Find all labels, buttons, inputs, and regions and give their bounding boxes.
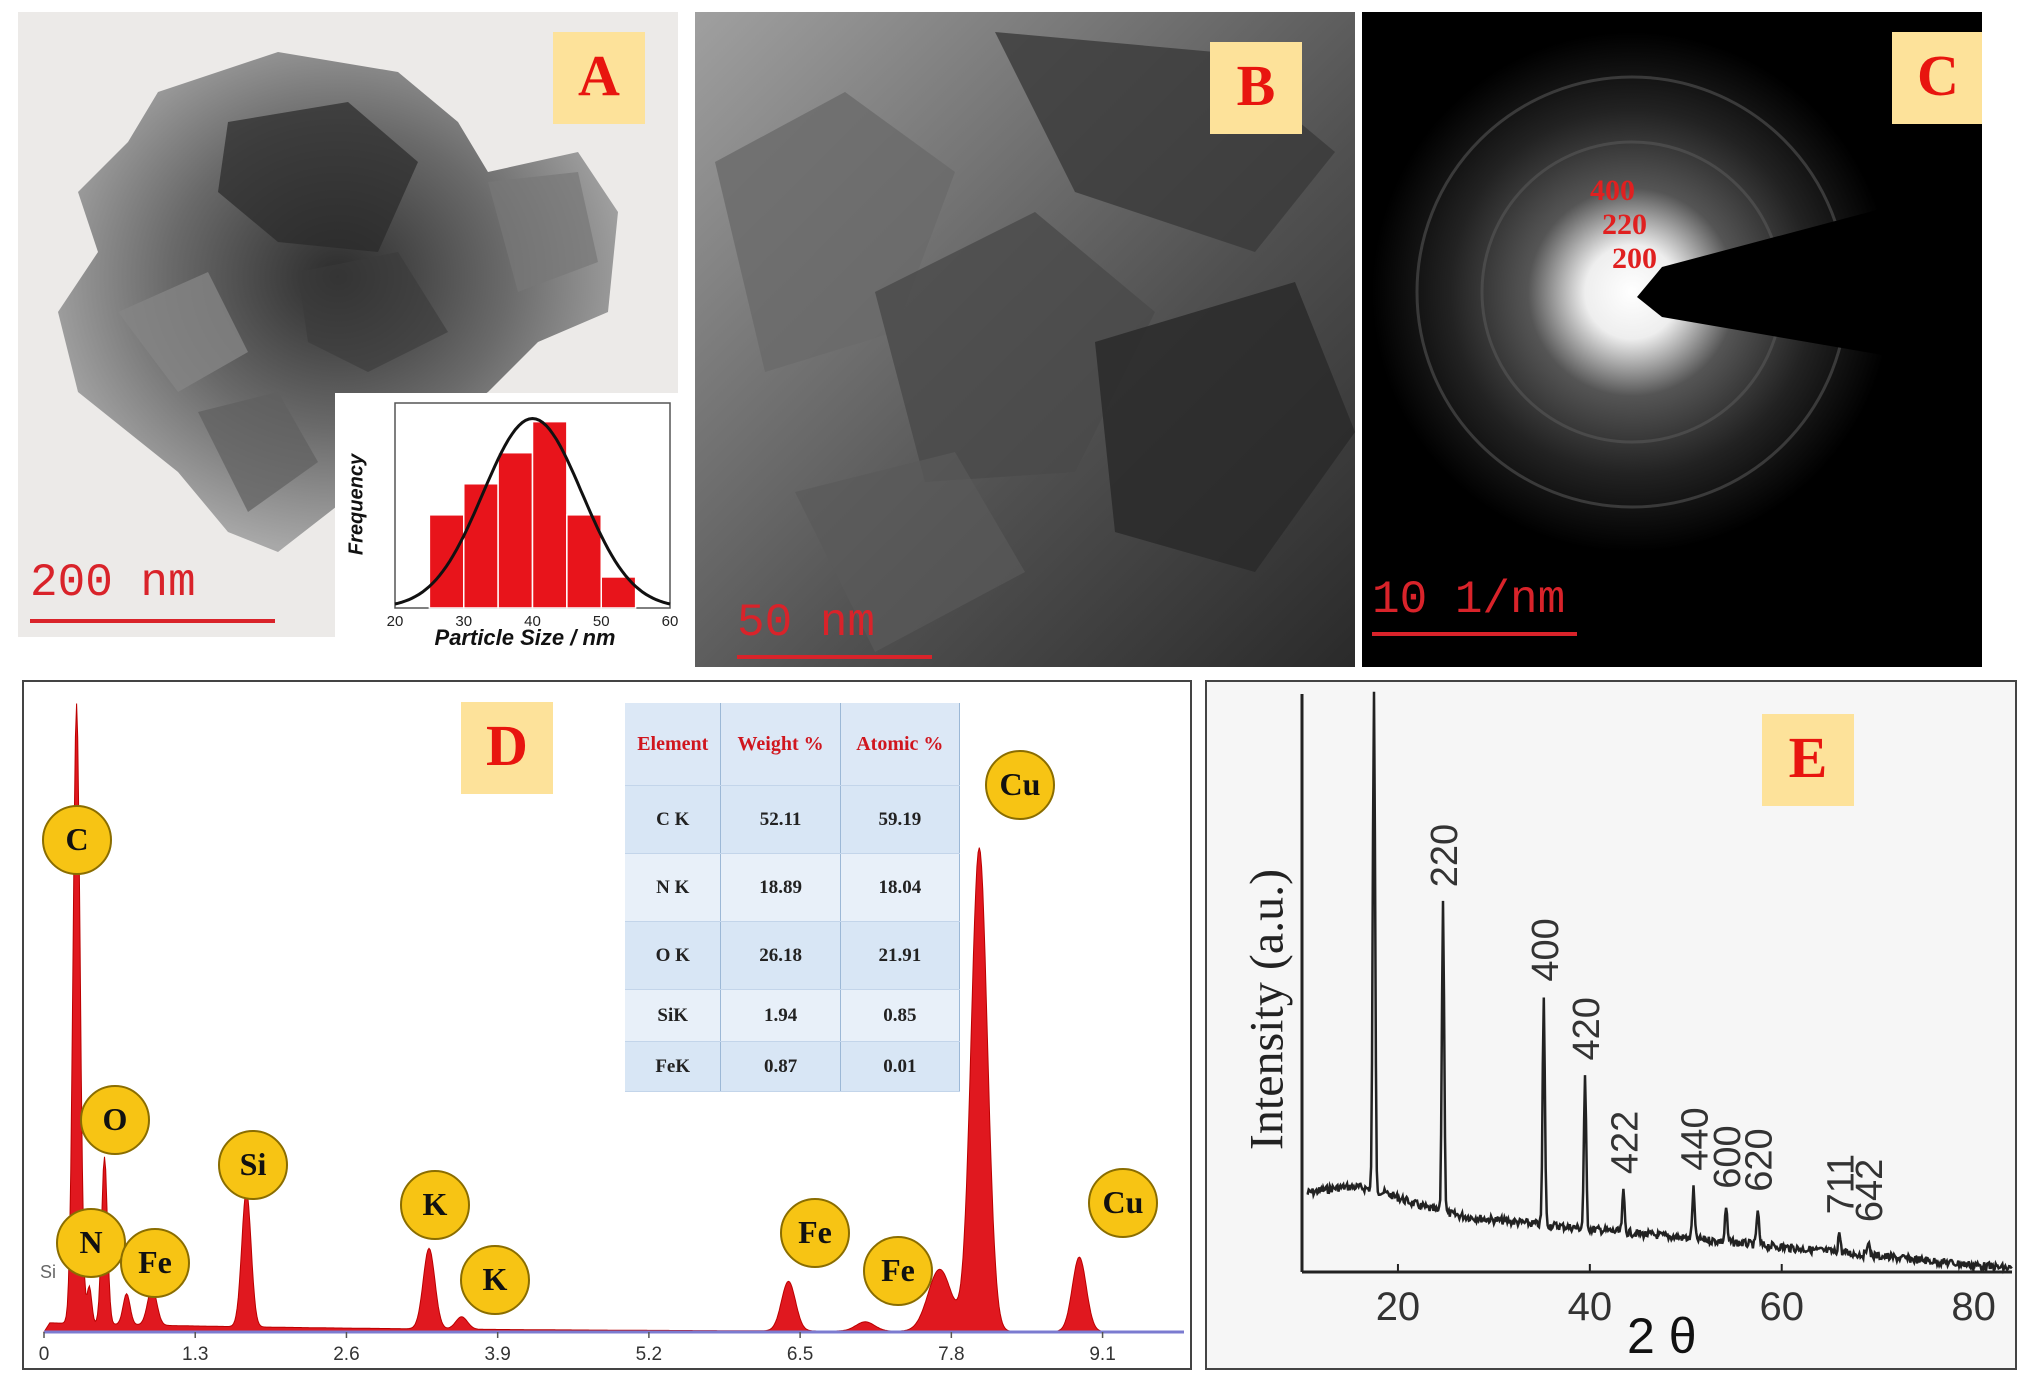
ring-label-200: 200 [1612,242,1657,275]
eds-tick-label: 1.3 [182,1344,208,1365]
xrd-peak-label: 422 [1604,1111,1646,1174]
eds-tick-label: 5.2 [636,1344,662,1365]
xrd-peak-label: 220 [1424,824,1466,887]
eds-spectrum-area [43,703,1127,1333]
histogram-bar [463,483,499,609]
xrd-peak-label: 420 [1566,997,1608,1060]
table-row: O K 26.18 21.91 [625,921,961,990]
diffraction-pattern [1372,32,1982,552]
table-cell: 21.91 [840,921,961,990]
table-cell: 59.19 [840,785,961,854]
table-cell: 0.01 [840,1041,961,1092]
xrd-peak-label: 711 [1820,1154,1862,1215]
scale-bar-label-b: 50 nm [737,597,876,649]
histogram-xlabel: Particle Size / nm [434,625,616,650]
xrd-peak-label: 440 [1674,1107,1716,1170]
table-cell: 52.11 [720,785,841,854]
table-row: FeK 0.87 0.01 [625,1041,961,1092]
eds-tick-label: 0 [39,1344,50,1365]
xrd-peak-label: 600 [1707,1125,1749,1188]
xrd-peak-label: 620 [1739,1128,1781,1191]
table-cell: FeK [625,1041,722,1092]
eds-composition-table: Element Weight % Atomic % C K 52.11 59.1… [625,703,961,1092]
xrd-ylabel: Intensity (a.u.) [1240,868,1294,1151]
histogram-tick-label: 40 [524,613,541,630]
eds-tick-label: 6.5 [787,1344,813,1365]
xrd-tick-label: 80 [1951,1285,1996,1329]
scale-bar-label-c: 10 1/nm [1372,574,1566,626]
peak-label-o: O [80,1085,150,1155]
scale-bar-label-a: 200 nm [30,557,196,609]
xrd-tick-label: 20 [1376,1285,1421,1329]
table-row: SiK 1.94 0.85 [625,989,961,1042]
eds-tick-label: 7.8 [938,1344,964,1365]
table-cell: 0.85 [840,989,961,1042]
eds-tick-label: 3.9 [484,1344,510,1365]
peak-label-fe-2: Fe [780,1198,850,1268]
histogram-tick-label: 20 [387,613,404,630]
histogram-bar [497,451,534,609]
table-cell: C K [625,785,722,854]
panel-c: C 400 220 200 10 1/nm [1362,12,1982,667]
panel-label-e: E [1762,714,1854,806]
table-cell: 18.04 [840,853,961,922]
histogram-tick-label: 60 [662,613,679,630]
table-row: N K 18.89 18.04 [625,853,961,922]
tem-image-a [58,52,618,552]
peak-label-c: C [42,805,112,875]
scale-bar-b [737,655,932,659]
table-row: C K 52.11 59.19 [625,785,961,854]
table-header-atomic: Atomic % [840,703,961,786]
table-cell: 1.94 [720,989,841,1042]
size-histogram-inset: 20 30 40 50 60 Frequency Particle Size / nm [335,393,680,660]
xrd-tick-label: 60 [1759,1285,1804,1329]
xrd-peak-label: 642 [1849,1159,1891,1222]
table-cell: 0.87 [720,1041,841,1092]
table-header-element: Element [625,703,722,786]
panel-label-c: C [1892,32,1982,124]
xrd-xlabel: 2 θ [1627,1308,1697,1364]
panel-label-b: B [1210,42,1302,134]
xrd-peak-label: 400 [1525,918,1567,981]
table-cell: 26.18 [720,921,841,990]
table-cell: 18.89 [720,853,841,922]
histogram-tick-label: 30 [455,613,472,630]
histogram-ylabel: Frequency [345,453,368,556]
table-cell: O K [625,921,722,990]
eds-tick-label: 2.6 [333,1344,359,1365]
histogram-tick-label: 50 [593,613,610,630]
panel-a: A 200 nm [18,12,678,637]
xrd-trace [1306,691,2013,1275]
peak-label-cu-1: Cu [985,750,1055,820]
peak-label-fe-1: Fe [120,1228,190,1298]
peak-label-k-1: K [400,1170,470,1240]
panel-label-a: A [553,32,645,124]
histogram-chart: 20 30 40 50 60 [387,402,679,630]
histogram-bar [428,514,465,609]
histogram-bar [566,514,602,609]
histogram-fit-curve [394,416,671,606]
scale-bar-a [30,619,275,623]
ring-label-400: 400 [1590,174,1635,207]
table-cell: N K [625,853,722,922]
table-header-weight: Weight % [720,703,841,786]
panel-e: 20 40 60 80 220 400 420 422 440 600 620 711 642 E In… [1205,680,2017,1370]
peak-label-cu-2: Cu [1088,1168,1158,1238]
table-cell: SiK [625,989,722,1042]
peak-label-si-small: Si [40,1262,57,1282]
peak-label-fe-3: Fe [863,1236,933,1306]
eds-tick-label: 9.1 [1089,1344,1115,1365]
scale-bar-c [1372,632,1577,636]
peak-label-si: Si [218,1130,288,1200]
ring-label-220: 220 [1602,208,1647,241]
peak-label-n: N [56,1208,126,1278]
xrd-tick-label: 40 [1568,1285,1613,1329]
eds-spectrum: 0 1.3 2.6 3.9 5.2 6.5 7.8 9.1 [39,703,1184,1365]
panel-b: B 50 nm [695,12,1355,667]
peak-label-k-2: K [460,1245,530,1315]
panel-label-d: D [461,702,553,794]
